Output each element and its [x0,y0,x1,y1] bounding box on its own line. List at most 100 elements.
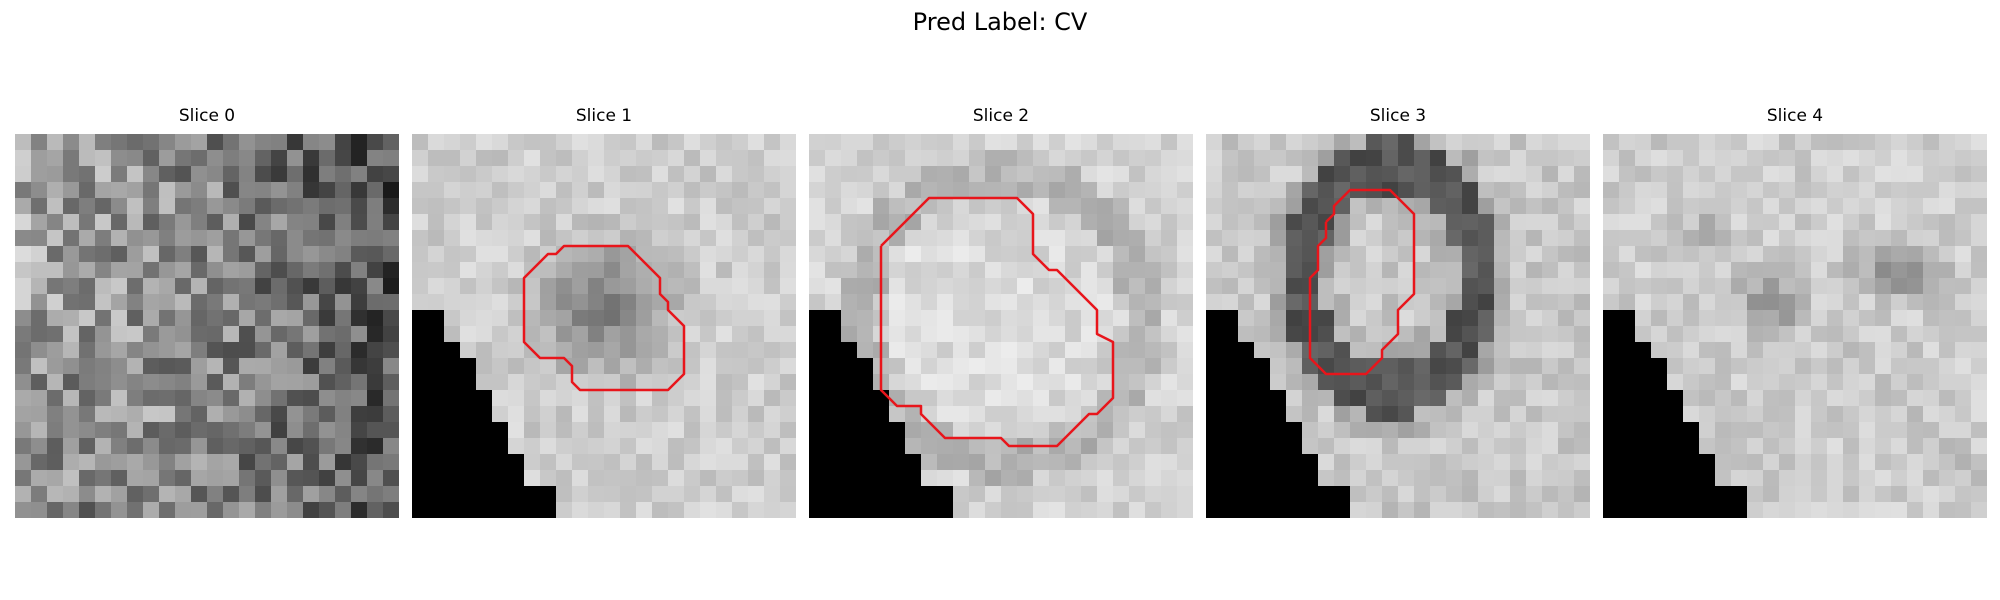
slice-title: Slice 0 [178,106,236,126]
pixel [15,486,32,503]
pixel [1779,310,1796,327]
pixel [383,166,399,183]
pixel [1891,326,1908,343]
pixel [604,502,621,518]
pixel [95,310,112,327]
pixel [1526,406,1543,423]
pixel [1859,150,1876,167]
pixel [937,262,954,279]
pixel [239,214,256,231]
pixel [1731,502,1748,518]
pixel [1827,486,1844,503]
pixel [508,214,525,231]
pixel [636,454,653,471]
pixel [1715,310,1732,327]
pixel [953,342,970,359]
pixel [1891,198,1908,215]
pixel [1350,374,1367,391]
pixel [540,358,557,375]
pixel [1731,262,1748,279]
pixel [1923,246,1940,263]
pixel [841,262,858,279]
pixel [1414,278,1431,295]
pixel [1651,502,1668,518]
pixel [1603,502,1620,518]
pixel [1001,134,1018,151]
pixel [748,150,765,167]
pixel [1049,134,1066,151]
pixel [492,406,509,423]
pixel [540,342,557,359]
pixel [1097,406,1114,423]
pixel [383,214,399,231]
pixel [1161,374,1178,391]
pixel [684,230,701,247]
pixel [1619,454,1636,471]
pixel [841,374,858,391]
pixel [1494,150,1511,167]
pixel [764,246,781,263]
pixel [604,278,621,295]
pixel [1939,422,1956,439]
pixel [1033,406,1050,423]
pixel [1145,134,1162,151]
pixel [1635,470,1652,487]
pixel [383,134,399,151]
pixel [1510,182,1527,199]
pixel [716,150,733,167]
pixel [700,390,717,407]
pixel [1763,246,1780,263]
pixel [223,470,240,487]
pixel [540,470,557,487]
pixel [1715,134,1732,151]
pixel [1542,262,1559,279]
pixel [367,406,384,423]
pixel [1558,182,1575,199]
pixel [1574,406,1590,423]
pixel [255,294,272,311]
pixel [47,342,64,359]
pixel [207,310,224,327]
pixel [239,230,256,247]
pixel [1238,310,1255,327]
pixel [588,470,605,487]
pixel [127,134,144,151]
pixel [111,150,128,167]
pixel [476,502,493,518]
pixel [223,358,240,375]
pixel [921,342,938,359]
pixel [428,470,445,487]
pixel [1318,422,1335,439]
pixel [905,502,922,518]
pixel [127,374,144,391]
pixel [1811,342,1828,359]
pixel [857,310,874,327]
pixel [556,486,573,503]
pixel [1113,502,1130,518]
pixel [1113,134,1130,151]
pixel [1558,390,1575,407]
pixel [1318,470,1335,487]
pixel [1795,214,1812,231]
pixel [1161,262,1178,279]
pixel [1398,310,1415,327]
pixel [460,502,477,518]
pixel [1779,454,1796,471]
pixel [1651,438,1668,455]
pixel [668,422,685,439]
pixel [1017,246,1034,263]
pixel [1129,294,1146,311]
pixel [1097,262,1114,279]
pixel [1017,150,1034,167]
pixel [1430,278,1447,295]
pixel [1350,262,1367,279]
pixel [255,198,272,215]
pixel [1907,326,1924,343]
pixel [636,342,653,359]
pixel [239,502,256,518]
pixel [47,454,64,471]
pixel [588,166,605,183]
pixel [367,294,384,311]
pixel [223,310,240,327]
pixel [668,486,685,503]
